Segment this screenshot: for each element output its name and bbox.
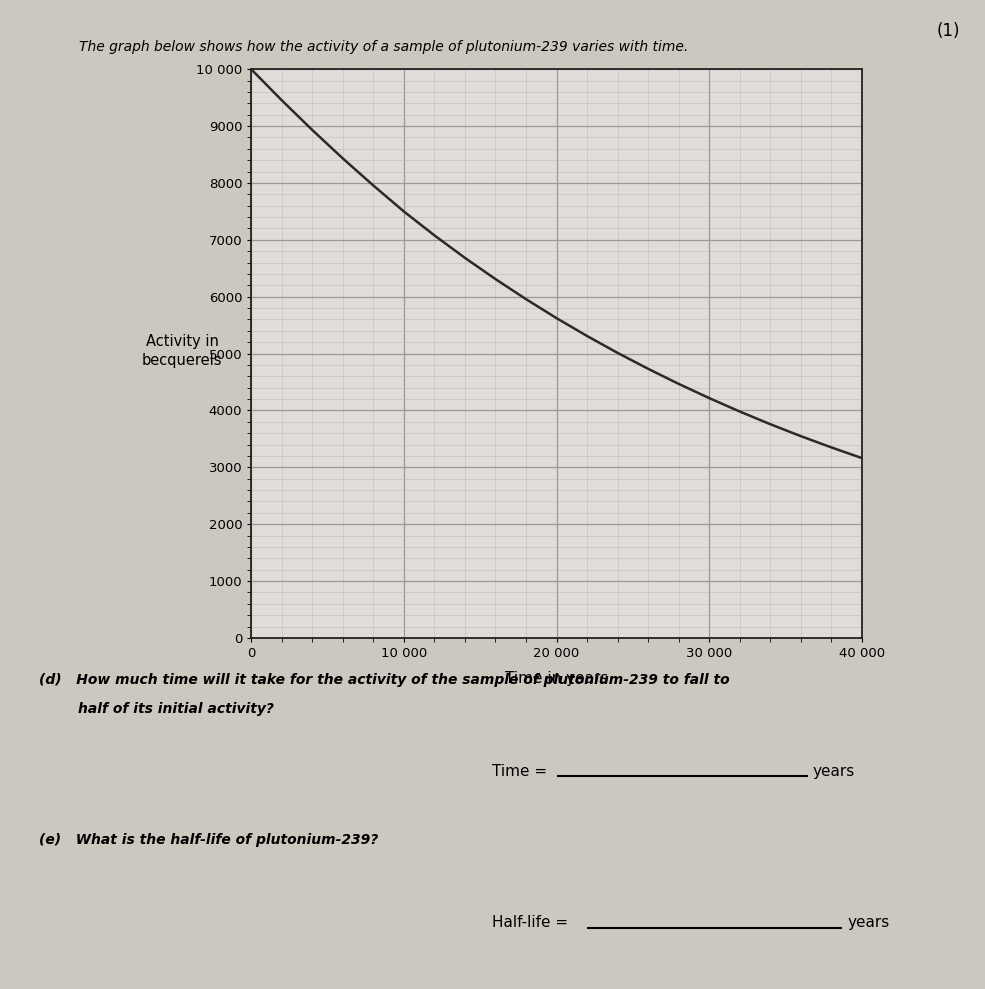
Text: Time =: Time = xyxy=(492,764,553,778)
Text: half of its initial activity?: half of its initial activity? xyxy=(39,702,274,716)
Text: (1): (1) xyxy=(937,22,960,40)
Text: (d)   How much time will it take for the activity of the sample of plutonium-239: (d) How much time will it take for the a… xyxy=(39,673,730,686)
Text: Half-life =: Half-life = xyxy=(492,915,573,930)
Text: Activity in: Activity in xyxy=(146,333,219,349)
Text: years: years xyxy=(847,915,889,930)
Text: becquerels: becquerels xyxy=(142,353,223,369)
Text: The graph below shows how the activity of a sample of plutonium-239 varies with : The graph below shows how the activity o… xyxy=(79,40,689,53)
Text: (e)   What is the half-life of plutonium-239?: (e) What is the half-life of plutonium-2… xyxy=(39,833,378,847)
X-axis label: Time in years: Time in years xyxy=(505,672,608,686)
Text: years: years xyxy=(813,764,855,778)
